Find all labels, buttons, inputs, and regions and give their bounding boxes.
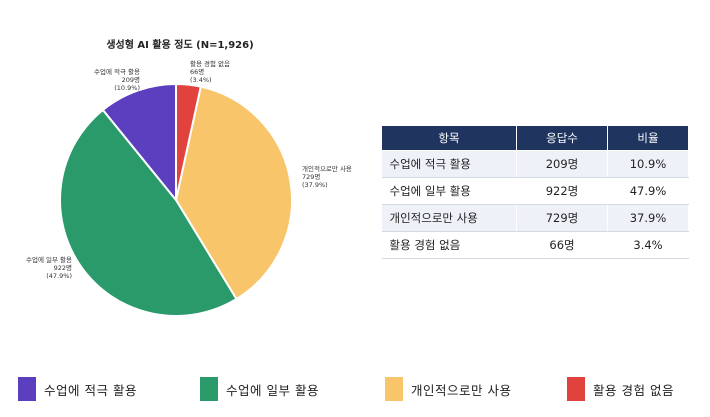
- table-row: 활용 경험 없음 66명 3.4%: [381, 231, 689, 259]
- table-row: 수업에 일부 활용 922명 47.9%: [381, 177, 689, 205]
- table-row: 수업에 적극 활용 209명 10.9%: [381, 150, 689, 178]
- cell-ratio: 10.9%: [607, 150, 689, 178]
- slice-label-value: 66명: [190, 68, 205, 76]
- legend-swatch: [567, 377, 585, 401]
- slice-label-name: 수업에 적극 활용: [94, 68, 140, 76]
- cell-ratio: 3.4%: [607, 231, 689, 259]
- slice-label-none: 활용 경험 없음 66명 (3.4%): [190, 60, 230, 84]
- slice-label-personal: 개인적으로만 사용 729명 (37.9%): [302, 165, 352, 189]
- slice-label-percent: (10.9%): [114, 84, 140, 92]
- slice-label-value: 729명: [302, 173, 321, 181]
- cell-count: 66명: [516, 231, 608, 259]
- chart-title: 생성형 AI 활용 정도 (N=1,926): [106, 40, 254, 51]
- legend-label: 활용 경험 없음: [593, 382, 674, 398]
- slice-label-active: 수업에 적극 활용 209명 (10.9%): [60, 68, 140, 92]
- legend-swatch: [385, 377, 403, 401]
- cell-item: 활용 경험 없음: [381, 231, 517, 259]
- cell-item: 개인적으로만 사용: [381, 204, 517, 232]
- cell-count: 729명: [516, 204, 608, 232]
- table-row: 개인적으로만 사용 729명 37.9%: [381, 204, 689, 232]
- header-item: 항목: [381, 125, 517, 151]
- table-header-row: 항목 응답수 비율: [381, 125, 689, 151]
- summary-table: 항목 응답수 비율 수업에 적극 활용 209명 10.9% 수업에 일부 활용…: [381, 125, 689, 259]
- header-ratio: 비율: [607, 125, 689, 151]
- cell-count: 209명: [516, 150, 608, 178]
- slice-label-name: 개인적으로만 사용: [302, 165, 352, 173]
- legend-swatch: [18, 377, 36, 401]
- slice-label-value: 209명: [121, 76, 140, 84]
- legend-item: 개인적으로만 사용: [385, 377, 511, 401]
- slice-label-name: 수업에 일부 활용: [26, 256, 72, 264]
- cell-item: 수업에 일부 활용: [381, 177, 517, 205]
- cell-count: 922명: [516, 177, 608, 205]
- slice-label-percent: (3.4%): [190, 76, 212, 84]
- chart-legend: 수업에 적극 활용 수업에 일부 활용 개인적으로만 사용 활용 경험 없음: [0, 377, 710, 403]
- cell-item: 수업에 적극 활용: [381, 150, 517, 178]
- slice-none: [175, 82, 202, 201]
- slice-label-value: 922명: [53, 264, 72, 272]
- slice-label-name: 활용 경험 없음: [190, 60, 231, 68]
- legend-label: 수업에 적극 활용: [44, 382, 137, 398]
- slice-label-percent: (37.9%): [302, 181, 328, 189]
- legend-label: 수업에 일부 활용: [226, 382, 319, 398]
- legend-item: 수업에 일부 활용: [200, 377, 319, 401]
- slice-active: [101, 82, 177, 203]
- legend-swatch: [200, 377, 218, 401]
- legend-item: 활용 경험 없음: [567, 377, 674, 401]
- cell-ratio: 37.9%: [607, 204, 689, 232]
- legend-label: 개인적으로만 사용: [411, 382, 512, 398]
- header-count: 응답수: [516, 125, 608, 151]
- cell-ratio: 47.9%: [607, 177, 689, 205]
- legend-item: 수업에 적극 활용: [18, 377, 137, 401]
- slice-label-partial: 수업에 일부 활용 922명 (47.9%): [2, 256, 72, 280]
- slice-label-percent: (47.9%): [46, 272, 72, 280]
- slice-partial: [59, 108, 238, 317]
